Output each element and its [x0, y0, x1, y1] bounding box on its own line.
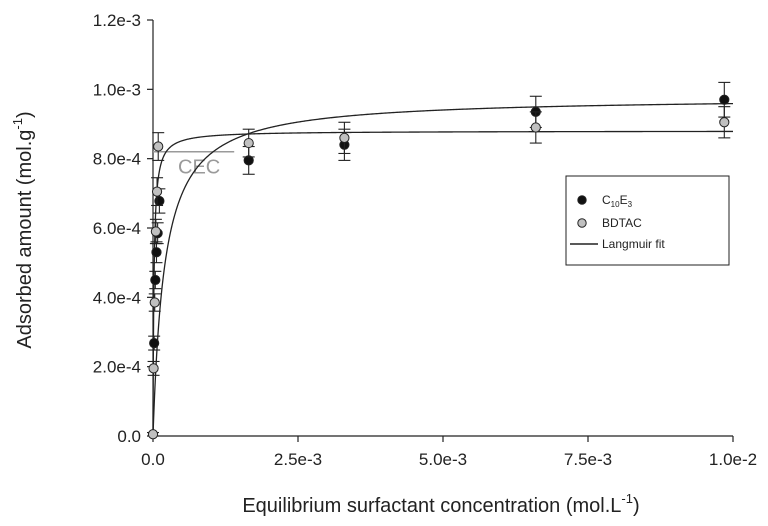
y-tick-label: 1.0e-3: [93, 80, 141, 99]
fit-curve: [152, 130, 733, 436]
data-point-bdtac: [148, 363, 159, 374]
fit-curve: [152, 102, 734, 437]
data-point-c10e3: [150, 274, 161, 286]
y-tick-label: 2.0e-4: [93, 358, 141, 377]
x-tick-label: 2.5e-3: [274, 450, 322, 469]
legend-label-c10e3: C10E3: [602, 193, 633, 209]
x-tick-label: 5.0e-3: [419, 450, 467, 469]
data-point-bdtac: [530, 122, 541, 133]
data-point-c10e3: [154, 195, 165, 207]
x-tick-label: 0.0: [141, 450, 165, 469]
legend-marker-c10e3: [577, 195, 587, 205]
axis-ticks: 0.0 2.5e-3 5.0e-3 7.5e-3 1.0e-2 0.0 2.0e-4 4.0e…: [93, 11, 757, 469]
data-point-c10e3: [719, 94, 730, 105]
data-point-bdtac: [147, 429, 159, 440]
x-tick-label: 1.0e-2: [709, 450, 757, 469]
y-tick-label: 6.0e-4: [93, 219, 141, 238]
cec-label: CEC: [178, 157, 220, 179]
x-tick-label: 7.5e-3: [564, 450, 612, 469]
legend-label-fit: Langmuir fit: [602, 237, 665, 251]
data-point-bdtac: [153, 141, 164, 152]
data-point-bdtac: [150, 226, 161, 237]
legend-box: [565, 175, 730, 266]
cec-annotation: CEC: [153, 150, 235, 179]
data-point-c10e3: [151, 247, 162, 258]
y-tick-label: 1.2e-3: [93, 11, 141, 30]
y-axis-title: Adsorbed amount (mol.g-1): [10, 111, 36, 348]
data-point-bdtac: [719, 117, 730, 128]
data-points: [147, 81, 731, 440]
legend-label-bdtac: BDTAC: [602, 216, 642, 230]
y-tick-label: 0.0: [117, 427, 141, 446]
legend-marker-bdtac: [577, 218, 587, 228]
legend: C10E3 BDTAC Langmuir fit: [565, 175, 730, 266]
data-point-bdtac: [243, 137, 254, 149]
y-tick-label: 8.0e-4: [93, 150, 141, 169]
data-point-bdtac: [151, 186, 163, 197]
data-point-c10e3: [149, 337, 160, 349]
data-point-bdtac: [339, 132, 350, 143]
y-tick-label: 4.0e-4: [93, 288, 141, 307]
data-point-bdtac: [149, 297, 160, 308]
x-axis-title: Equilibrium surfactant concentration (mo…: [242, 491, 639, 517]
langmuir-fit-curves: [152, 102, 734, 437]
